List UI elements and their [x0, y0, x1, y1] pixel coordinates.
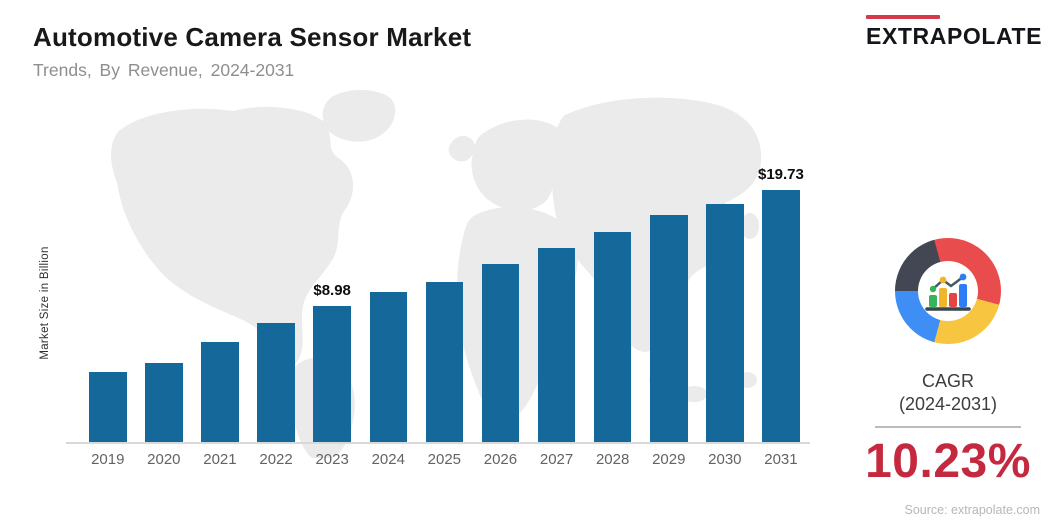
extrapolate-logo: EXTRAPOLATE [866, 15, 1042, 50]
page-subtitle: Trends, By Revenue, 2024-2031 [33, 60, 295, 80]
bar-2027 [537, 248, 576, 443]
logo-text: EXTRAPOLATE [866, 23, 1043, 49]
bar-2026 [481, 264, 520, 443]
bar-2021 [201, 342, 239, 443]
bar-2029 [650, 215, 688, 443]
bar-2022 [257, 323, 295, 443]
x-axis-label-2023: 2023 [315, 451, 349, 468]
x-axis-label-2019: 2019 [91, 451, 125, 468]
cagr-label: CAGR (2024-2031) [853, 370, 1043, 416]
x-axis-label-2024: 2024 [371, 451, 405, 468]
mini-bar-chart-icon [925, 273, 971, 311]
data-label-2031: $19.73 [757, 166, 804, 183]
header: Automotive Camera Sensor Market Trends, … [33, 22, 471, 81]
x-axis-line [66, 442, 810, 444]
bar-2031 [762, 190, 800, 443]
x-axis-label-2025: 2025 [427, 451, 462, 468]
bar-2020 [145, 363, 183, 443]
map-north-america [111, 106, 354, 366]
x-axis-label-2020: 2020 [147, 451, 181, 468]
donut-chart-icon [895, 238, 1001, 344]
x-axis-label-2031: 2031 [764, 451, 798, 468]
donut-hole [918, 261, 978, 321]
cagr-panel: CAGR (2024-2031) 10.23% [853, 238, 1043, 489]
x-axis-label-2022: 2022 [259, 451, 293, 468]
data-label-2023: $8.98 [313, 282, 351, 299]
bar-2019 [89, 372, 127, 443]
map-uk [448, 136, 475, 162]
cagr-label-line2: (2024-2031) [898, 394, 998, 414]
x-axis-label-2021: 2021 [203, 451, 237, 468]
cagr-value: 10.23% [865, 434, 1031, 488]
bar-2030 [706, 204, 744, 443]
source-text: Source: extrapolate.com [904, 503, 1041, 517]
cagr-divider [875, 426, 1021, 428]
bar-2023 [313, 306, 351, 443]
logo-accent-line [866, 15, 940, 19]
bar-2025 [425, 282, 464, 443]
map-japan [741, 213, 759, 239]
cagr-label-line1: CAGR [921, 371, 974, 391]
map-greenland [322, 90, 396, 142]
x-axis-label-2029: 2029 [652, 451, 686, 468]
page-title: Automotive Camera Sensor Market [33, 22, 472, 52]
x-axis-label-2030: 2030 [708, 451, 742, 468]
bar-2024 [369, 292, 407, 443]
bar-2028 [593, 232, 632, 443]
x-axis-label-2028: 2028 [595, 451, 630, 468]
y-axis-label: Market Size in Billion [39, 246, 51, 360]
x-axis-label-2027: 2027 [539, 451, 574, 468]
x-axis-label-2026: 2026 [483, 451, 518, 468]
map-europe [471, 119, 568, 211]
